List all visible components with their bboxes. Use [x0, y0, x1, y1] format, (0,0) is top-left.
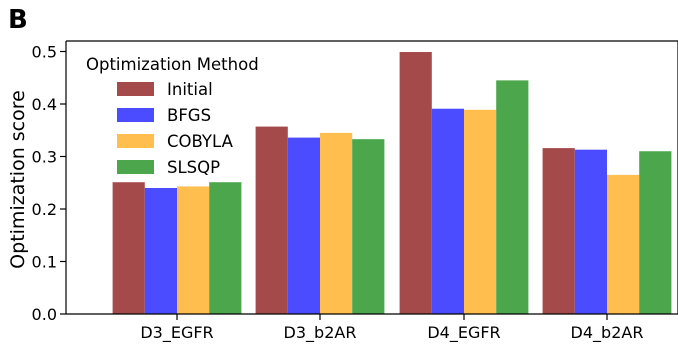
y-tick-label: 0.4	[32, 95, 57, 114]
bar-bfgs-d3-egfr	[144, 188, 177, 314]
legend-label-initial: Initial	[167, 80, 213, 99]
bar-bfgs-d4-egfr	[431, 108, 464, 314]
legend-swatch-cobyla	[117, 134, 154, 148]
y-axis-label: Optimization score	[7, 90, 29, 269]
legend-label-slsqp: SLSQP	[167, 158, 220, 177]
legend-swatch-bfgs	[117, 108, 154, 122]
bar-slsqp-d4-egfr	[496, 80, 529, 315]
bar-cobyla-d4-egfr	[464, 109, 497, 314]
y-tick-label: 0.0	[32, 305, 57, 324]
bar-cobyla-d3-b2ar	[320, 132, 353, 315]
bar-slsqp-d4-b2ar	[639, 151, 672, 314]
x-tick-label: D4_EGFR	[427, 323, 500, 343]
bar-cobyla-d4-b2ar	[607, 174, 640, 315]
y-ticks-group: 0.0 0.1 0.2 0.3 0.4 0.5	[32, 43, 66, 324]
y-tick-label: 0.1	[32, 253, 57, 272]
bar-slsqp-d3-egfr	[209, 182, 242, 314]
x-ticks-group: D3_EGFR D3_b2AR D4_EGFR D4_b2AR	[140, 314, 643, 343]
y-tick-label: 0.5	[32, 43, 57, 62]
bar-initial-d4-b2ar	[542, 148, 575, 314]
panel-label: B	[8, 5, 28, 35]
bar-cobyla-d3-egfr	[177, 186, 210, 314]
legend-title: Optimization Method	[86, 55, 259, 74]
bar-initial-d3-egfr	[112, 182, 145, 314]
bar-initial-d3-b2ar	[255, 126, 288, 314]
x-tick-label: D3_b2AR	[284, 323, 357, 343]
x-tick-label: D4_b2AR	[571, 323, 644, 343]
y-tick-label: 0.3	[32, 148, 57, 167]
bar-bfgs-d3-b2ar	[287, 137, 320, 314]
bars-group	[112, 52, 672, 315]
legend-label-bfgs: BFGS	[167, 106, 211, 125]
x-tick-label: D3_EGFR	[140, 323, 213, 343]
legend-label-cobyla: COBYLA	[167, 132, 234, 151]
bar-bfgs-d4-b2ar	[574, 149, 607, 314]
y-tick-label: 0.2	[32, 200, 57, 219]
legend-items: Initial BFGS COBYLA SLSQP	[117, 80, 234, 177]
legend-swatch-slsqp	[117, 160, 154, 174]
bar-slsqp-d3-b2ar	[352, 139, 385, 314]
legend-swatch-initial	[117, 82, 154, 96]
bar-initial-d4-egfr	[399, 52, 432, 314]
legend: Optimization Method Initial BFGS COBYLA SLS…	[86, 55, 259, 177]
